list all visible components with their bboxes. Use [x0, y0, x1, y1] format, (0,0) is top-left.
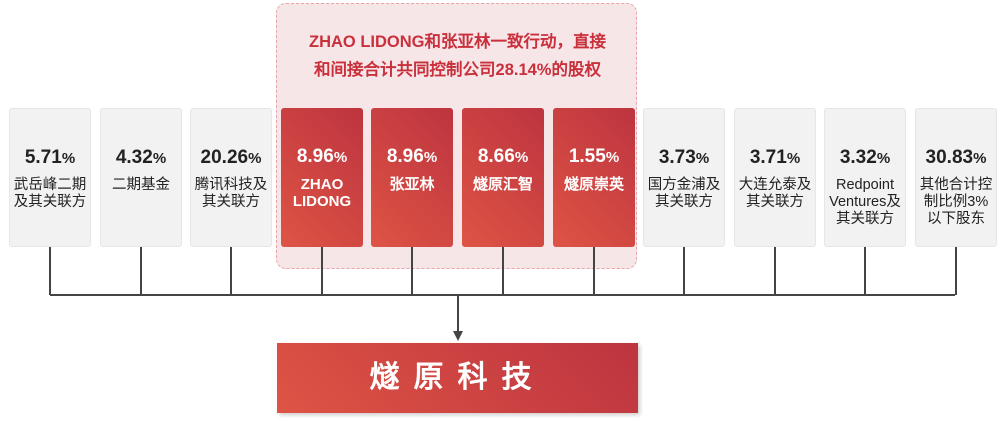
- shareholder-name: 张亚林: [389, 176, 435, 193]
- connector-vertical: [683, 247, 685, 295]
- percent-sign: %: [152, 150, 167, 167]
- connector-main: [457, 295, 459, 333]
- percent-sign: %: [423, 149, 438, 166]
- shareholder-box: 8.96% 张亚林: [371, 108, 453, 247]
- connector-vertical: [955, 247, 957, 295]
- percent-sign: %: [61, 150, 76, 167]
- shareholder-box: 20.26% 腾讯科技及其关联方: [190, 108, 272, 247]
- percent-value: 3.32: [839, 147, 877, 168]
- shareholder-percent: 8.96%: [371, 146, 453, 168]
- connector-horizontal: [50, 294, 955, 296]
- shareholder-box: 1.55% 燧原崇英: [553, 108, 635, 247]
- percent-value: 1.55: [568, 146, 606, 167]
- percent-sign: %: [333, 149, 348, 166]
- connector-vertical: [864, 247, 866, 295]
- shareholder-name: 燧原汇智: [472, 176, 533, 193]
- connector-vertical: [593, 247, 595, 295]
- connector-vertical: [49, 247, 51, 295]
- shareholder-name: 国方金浦及其关联方: [647, 177, 721, 210]
- shareholder-percent: 3.32%: [825, 147, 905, 169]
- connector-vertical: [774, 247, 776, 295]
- shareholder-percent: 3.73%: [644, 147, 724, 169]
- shareholder-name: 二期基金: [112, 177, 170, 193]
- shareholder-box: 8.96% ZHAO LIDONG: [281, 108, 363, 247]
- percent-value: 3.73: [658, 147, 696, 168]
- shareholder-percent: 3.71%: [735, 147, 815, 169]
- group-title-line: ZHAO LIDONG和张亚林一致行动，直接: [309, 33, 606, 51]
- percent-value: 5.71: [24, 147, 62, 168]
- shareholder-percent: 8.96%: [281, 146, 363, 168]
- shareholder-name: ZHAO LIDONG: [292, 176, 352, 210]
- percent-value: 8.66: [477, 146, 515, 167]
- percent-value: 8.96: [296, 146, 334, 167]
- percent-sign: %: [605, 149, 620, 166]
- shareholder-percent: 8.66%: [462, 146, 544, 168]
- percent-value: 4.32: [115, 147, 153, 168]
- connector-vertical: [411, 247, 413, 295]
- group-title: ZHAO LIDONG和张亚林一致行动，直接 和间接合计共同控制公司28.14%…: [276, 28, 639, 84]
- percent-sign: %: [514, 149, 529, 166]
- arrow-down-icon: [453, 331, 463, 341]
- shareholder-box: 3.32% Redpoint Ventures及其关联方: [824, 108, 906, 247]
- shareholder-name: 武岳峰二期及其关联方: [13, 177, 87, 210]
- percent-sign: %: [876, 150, 891, 167]
- shareholder-percent: 20.26%: [191, 147, 271, 169]
- percent-value: 20.26: [200, 147, 249, 168]
- shareholder-name: 燧原崇英: [563, 176, 624, 193]
- percent-sign: %: [695, 150, 710, 167]
- connector-vertical: [140, 247, 142, 295]
- shareholder-box: 3.71% 大连允泰及其关联方: [734, 108, 816, 247]
- percent-sign: %: [248, 150, 262, 167]
- shareholder-percent: 1.55%: [553, 146, 635, 168]
- shareholder-box: 4.32% 二期基金: [100, 108, 182, 247]
- shareholder-name: 大连允泰及其关联方: [738, 177, 812, 210]
- percent-value: 8.96: [386, 146, 424, 167]
- shareholder-percent: 4.32%: [101, 147, 181, 169]
- shareholder-name: 其他合计控制比例3%以下股东: [919, 177, 993, 227]
- shareholder-name: 腾讯科技及其关联方: [194, 177, 268, 210]
- shareholder-percent: 30.83%: [916, 147, 996, 169]
- company-box: 燧原科技: [277, 343, 638, 413]
- shareholder-box: 3.73% 国方金浦及其关联方: [643, 108, 725, 247]
- connector-vertical: [502, 247, 504, 295]
- percent-sign: %: [786, 150, 801, 167]
- group-title-line: 和间接合计共同控制公司28.14%的股权: [314, 61, 601, 79]
- percent-value: 30.83: [925, 147, 974, 168]
- connector-vertical: [321, 247, 323, 295]
- shareholder-box: 30.83% 其他合计控制比例3%以下股东: [915, 108, 997, 247]
- shareholder-box: 5.71% 武岳峰二期及其关联方: [9, 108, 91, 247]
- connector-vertical: [230, 247, 232, 295]
- shareholder-percent: 5.71%: [10, 147, 90, 169]
- shareholder-name: Redpoint Ventures及其关联方: [829, 177, 901, 227]
- shareholder-box: 8.66% 燧原汇智: [462, 108, 544, 247]
- percent-value: 3.71: [749, 147, 787, 168]
- percent-sign: %: [973, 150, 987, 167]
